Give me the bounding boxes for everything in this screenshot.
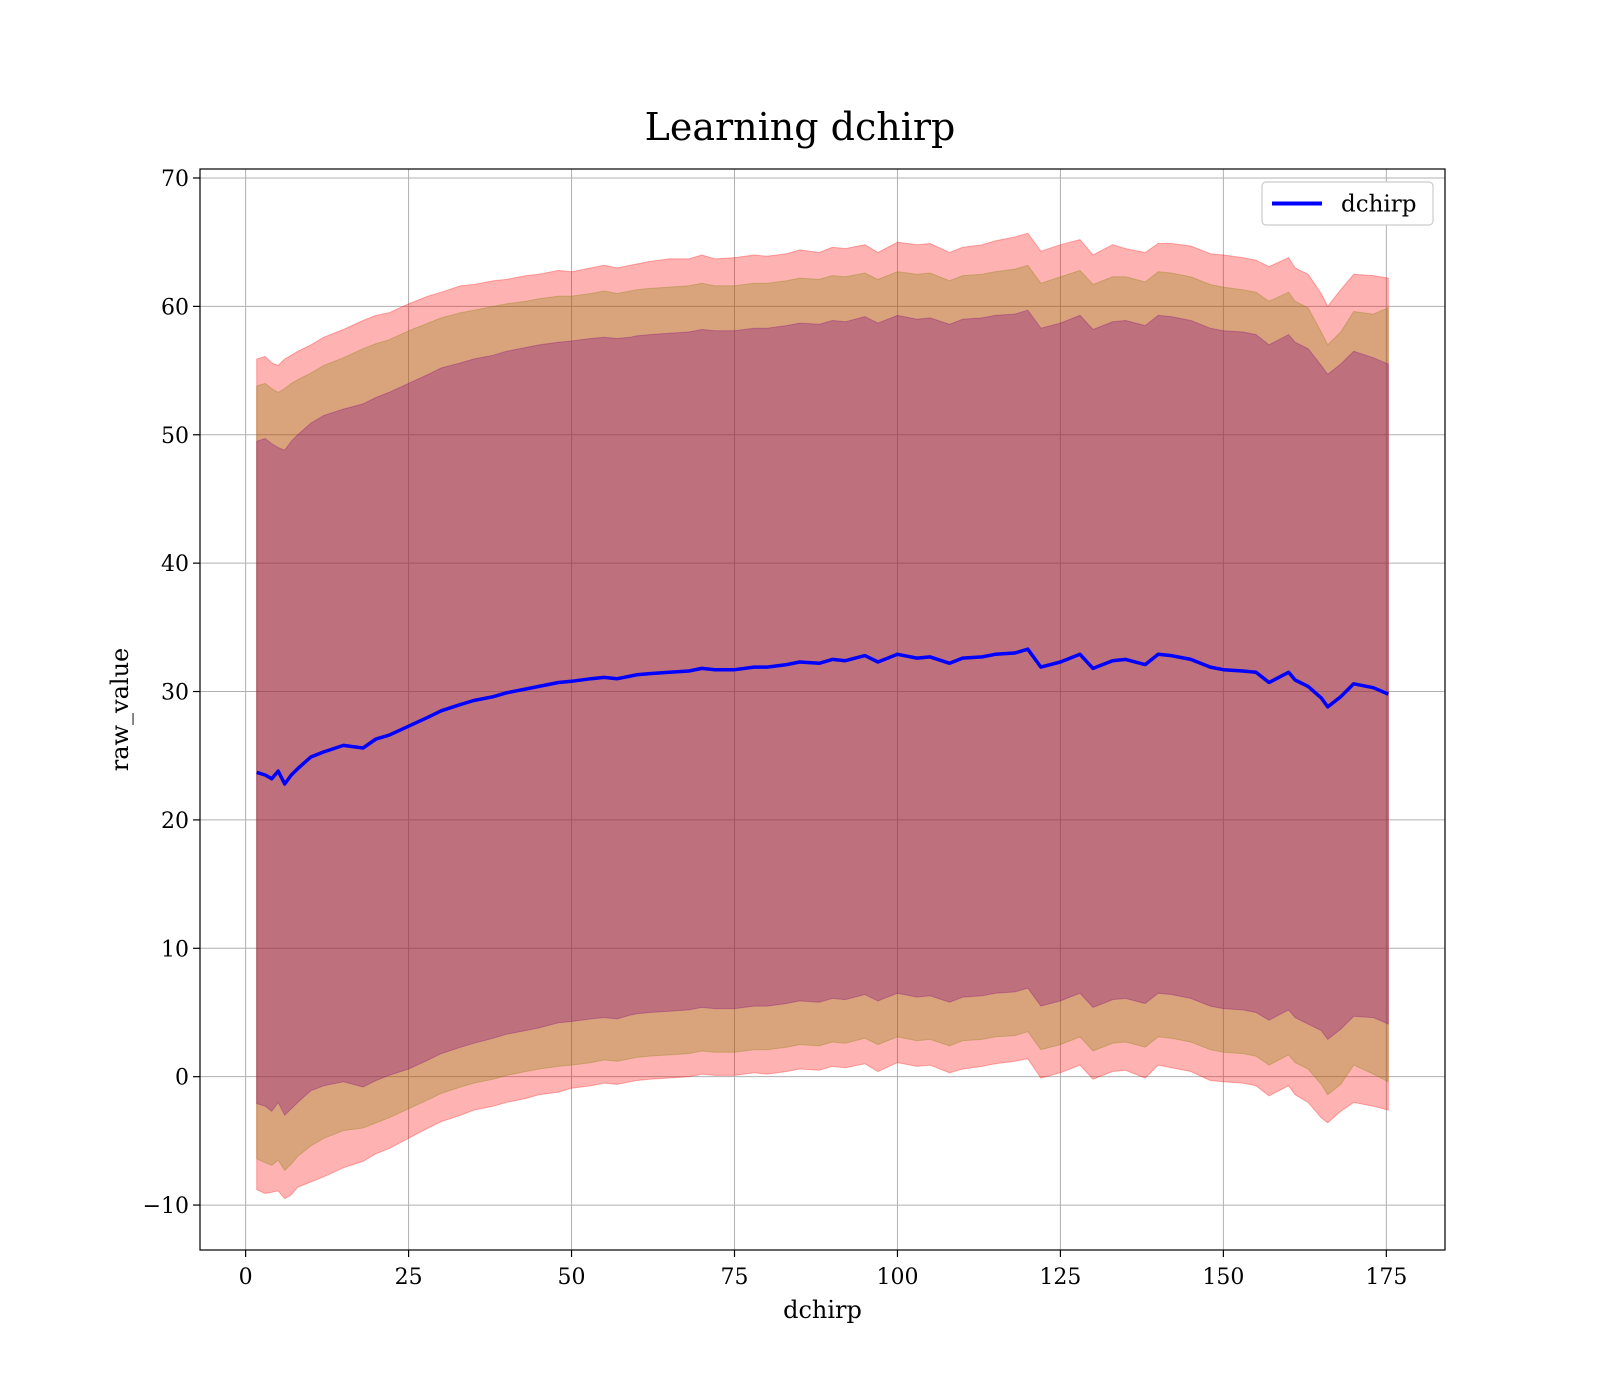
- x-tick-label: 125: [1039, 1265, 1081, 1290]
- legend: dchirp: [1261, 181, 1434, 226]
- confidence-bands: [256, 232, 1389, 1200]
- y-tick-label: 50: [161, 424, 189, 449]
- x-tick-label: 25: [395, 1265, 423, 1290]
- y-tick-label: −10: [143, 1194, 189, 1219]
- y-tick-label: 10: [161, 937, 189, 962]
- y-tick-label: 60: [161, 295, 189, 320]
- y-tick-label: 70: [161, 167, 189, 192]
- x-tick-label: 100: [876, 1265, 918, 1290]
- x-axis-title: dchirp: [783, 1296, 862, 1324]
- plot-frame: [199, 168, 1446, 1251]
- legend-box: [1261, 181, 1434, 226]
- y-tick-label: 40: [161, 552, 189, 577]
- y-tick-label: 0: [175, 1066, 189, 1091]
- x-tick-label: 50: [558, 1265, 586, 1290]
- x-tick-label: 75: [721, 1265, 749, 1290]
- x-tick-label: 0: [239, 1265, 253, 1290]
- chart-title: Learning dchirp: [645, 105, 956, 149]
- confidence-band-2: [256, 264, 1389, 1172]
- grid: [200, 169, 1445, 1250]
- x-tick-label: 175: [1365, 1265, 1407, 1290]
- x-tick-label: 150: [1202, 1265, 1244, 1290]
- series-line-dchirp: [256, 647, 1389, 786]
- confidence-band-3: [256, 309, 1389, 1117]
- series-lines: [256, 647, 1389, 786]
- y-axis-title: raw_value: [106, 648, 134, 772]
- axis-ticks: 0 25 50 75 100 125 150 175 −10 0 10 20 30 40 50 60 70: [143, 167, 1408, 1290]
- legend-label-dchirp: dchirp: [1341, 192, 1417, 218]
- y-tick-label: 20: [161, 809, 189, 834]
- confidence-band-1: [256, 232, 1389, 1200]
- y-tick-label: 30: [161, 681, 189, 706]
